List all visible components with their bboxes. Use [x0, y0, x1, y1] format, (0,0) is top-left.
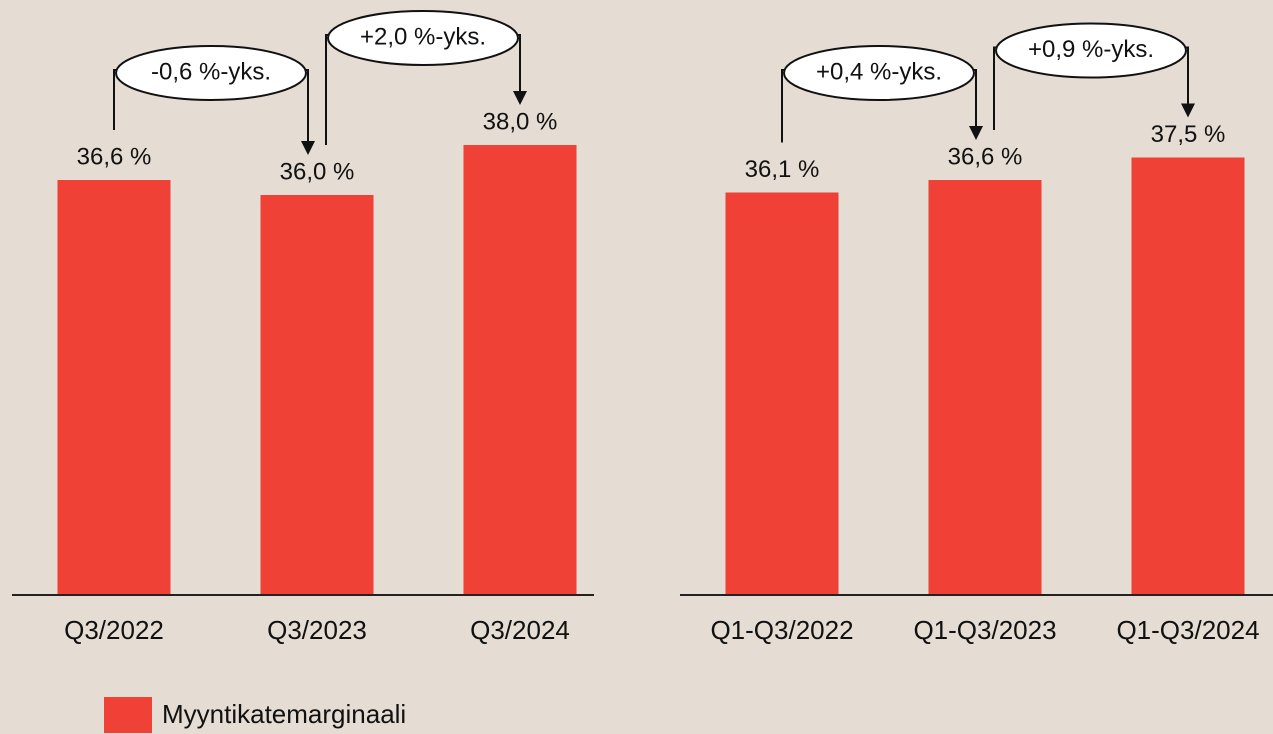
value-label: 36,6 % [948, 143, 1023, 170]
x-tick-label: Q1-Q3/2023 [913, 615, 1056, 645]
annotation-label: +2,0 %-yks. [360, 23, 486, 50]
value-label: 36,6 % [77, 143, 152, 170]
annotation-bubble [327, 10, 519, 66]
value-label: 36,1 % [745, 156, 820, 183]
annotation-bubble [115, 45, 307, 101]
legend-swatch [104, 697, 152, 733]
annotation-label: +0,9 %-yks. [1028, 36, 1154, 63]
value-label: 36,0 % [280, 158, 355, 185]
bar [57, 180, 171, 595]
annotation-arrowhead [301, 141, 315, 155]
annotation-bubble [783, 45, 975, 101]
bar [928, 180, 1042, 595]
value-label: 37,5 % [1151, 121, 1226, 148]
annotation-arrowhead [513, 91, 527, 105]
x-tick-label: Q1-Q3/2024 [1116, 615, 1259, 645]
annotation-label: -0,6 %-yks. [151, 58, 271, 85]
x-tick-label: Q3/2022 [64, 615, 164, 645]
annotation-arrowhead [969, 126, 983, 140]
value-label: 38,0 % [483, 108, 558, 135]
x-tick-label: Q1-Q3/2022 [710, 615, 853, 645]
legend-label: Myyntikatemarginaali [162, 699, 406, 729]
bar [725, 192, 839, 595]
bar [1131, 157, 1245, 595]
bar [463, 145, 577, 595]
annotation-arrowhead [1181, 103, 1195, 118]
bar [260, 195, 374, 595]
annotation-label: +0,4 %-yks. [816, 58, 942, 85]
x-tick-label: Q3/2024 [470, 615, 570, 645]
x-tick-label: Q3/2023 [267, 615, 367, 645]
annotation-bubble [995, 22, 1187, 79]
